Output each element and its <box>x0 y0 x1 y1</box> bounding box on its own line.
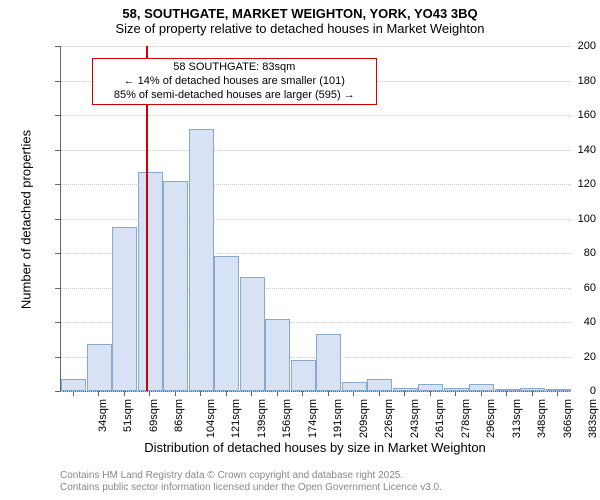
annotation-line: 85% of semi-detached houses are larger (… <box>97 89 372 103</box>
ytick-label: 0 <box>544 385 596 397</box>
ytick-label: 140 <box>544 144 596 156</box>
histogram-bar <box>291 360 316 391</box>
xtick-mark <box>73 391 74 396</box>
histogram-bar <box>342 382 367 391</box>
histogram-bar <box>214 256 239 391</box>
ytick-mark <box>55 253 60 254</box>
histogram-bar <box>367 379 392 391</box>
gridline <box>61 115 571 116</box>
xtick-label: 174sqm <box>307 399 319 438</box>
xtick-label: 191sqm <box>332 399 344 438</box>
xtick-label: 313sqm <box>511 399 523 438</box>
xtick-mark <box>277 391 278 396</box>
ytick-mark <box>55 150 60 151</box>
xtick-mark <box>430 391 431 396</box>
annotation-line: 58 SOUTHGATE: 83sqm <box>97 61 372 75</box>
y-axis-label: Number of detached properties <box>19 120 34 320</box>
ytick-mark <box>55 184 60 185</box>
xtick-mark <box>532 391 533 396</box>
xtick-label: 156sqm <box>281 399 293 438</box>
ytick-mark <box>55 46 60 47</box>
ytick-label: 60 <box>544 282 596 294</box>
histogram-bar <box>87 344 112 391</box>
ytick-mark <box>55 219 60 220</box>
histogram-bar <box>163 181 188 391</box>
ytick-mark <box>55 322 60 323</box>
xtick-mark <box>302 391 303 396</box>
xtick-label: 104sqm <box>205 399 217 438</box>
x-axis-label: Distribution of detached houses by size … <box>60 440 570 455</box>
ytick-label: 200 <box>544 40 596 52</box>
xtick-label: 121sqm <box>230 399 242 438</box>
histogram-bar <box>138 172 163 391</box>
gridline <box>61 46 571 47</box>
ytick-mark <box>55 288 60 289</box>
xtick-mark <box>251 391 252 396</box>
xtick-mark <box>481 391 482 396</box>
chart-title-line2: Size of property relative to detached ho… <box>0 21 600 36</box>
xtick-label: 383sqm <box>587 399 599 438</box>
xtick-label: 366sqm <box>562 399 574 438</box>
ytick-label: 100 <box>544 213 596 225</box>
xtick-mark <box>353 391 354 396</box>
ytick-label: 40 <box>544 316 596 328</box>
histogram-bar <box>418 384 443 391</box>
ytick-mark <box>55 115 60 116</box>
histogram-bar <box>240 277 265 391</box>
annotation-line: ← 14% of detached houses are smaller (10… <box>97 75 372 89</box>
ytick-mark <box>55 357 60 358</box>
ytick-mark <box>55 81 60 82</box>
ytick-label: 120 <box>544 178 596 190</box>
xtick-label: 209sqm <box>358 399 370 438</box>
xtick-label: 34sqm <box>97 399 109 432</box>
footer-note: Contains HM Land Registry data © Crown c… <box>60 470 442 494</box>
xtick-label: 51sqm <box>122 399 134 432</box>
xtick-label: 296sqm <box>485 399 497 438</box>
histogram-bar <box>469 384 494 391</box>
histogram-bar <box>265 319 290 391</box>
xtick-mark <box>175 391 176 396</box>
footer-line2: Contains public sector information licen… <box>60 482 442 494</box>
histogram-bar <box>189 129 214 391</box>
xtick-mark <box>379 391 380 396</box>
histogram-bar <box>316 334 341 391</box>
annotation-box: 58 SOUTHGATE: 83sqm← 14% of detached hou… <box>92 58 377 105</box>
xtick-label: 86sqm <box>173 399 185 432</box>
xtick-mark <box>506 391 507 396</box>
ytick-label: 180 <box>544 75 596 87</box>
ytick-mark <box>55 391 60 392</box>
xtick-label: 348sqm <box>536 399 548 438</box>
ytick-label: 80 <box>544 247 596 259</box>
footer-line1: Contains HM Land Registry data © Crown c… <box>60 470 442 482</box>
gridline <box>61 391 571 392</box>
xtick-label: 243sqm <box>409 399 421 438</box>
xtick-mark <box>328 391 329 396</box>
xtick-label: 69sqm <box>148 399 160 432</box>
xtick-mark <box>226 391 227 396</box>
xtick-mark <box>455 391 456 396</box>
xtick-label: 278sqm <box>460 399 472 438</box>
ytick-label: 160 <box>544 109 596 121</box>
xtick-mark <box>404 391 405 396</box>
gridline <box>61 150 571 151</box>
chart-container: 58, SOUTHGATE, MARKET WEIGHTON, YORK, YO… <box>0 0 600 500</box>
xtick-label: 261sqm <box>434 399 446 438</box>
xtick-mark <box>149 391 150 396</box>
xtick-mark <box>557 391 558 396</box>
xtick-mark <box>98 391 99 396</box>
histogram-bar <box>61 379 86 391</box>
plot-area: 58 SOUTHGATE: 83sqm← 14% of detached hou… <box>60 46 571 392</box>
xtick-label: 139sqm <box>256 399 268 438</box>
xtick-mark <box>200 391 201 396</box>
ytick-label: 20 <box>544 351 596 363</box>
xtick-label: 226sqm <box>383 399 395 438</box>
chart-title-line1: 58, SOUTHGATE, MARKET WEIGHTON, YORK, YO… <box>0 0 600 21</box>
xtick-mark <box>124 391 125 396</box>
histogram-bar <box>112 227 137 391</box>
